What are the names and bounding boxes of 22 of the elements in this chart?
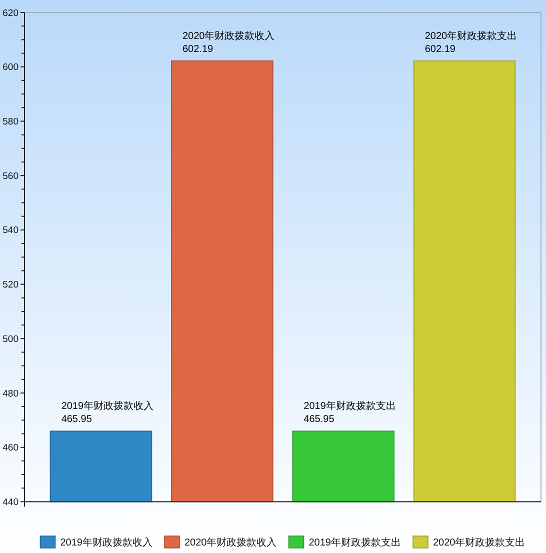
legend-label: 2020年财政拨款收入 xyxy=(184,536,277,548)
y-tick-label: 520 xyxy=(2,280,18,291)
y-tick-label: 480 xyxy=(2,388,18,400)
legend-label: 2020年财政拨款支出 xyxy=(432,536,526,548)
y-tick-label: 600 xyxy=(2,62,18,74)
y-tick-label: 500 xyxy=(2,334,18,345)
data-label: 602.19 xyxy=(182,44,214,55)
text: 2020年财政拨款支出 xyxy=(424,30,518,42)
text: 2020年财政拨款收入 xyxy=(182,30,275,42)
text: 2019年财政拨款收入 xyxy=(61,401,154,412)
y-tick-label: 440 xyxy=(2,497,18,508)
data-label: 602.19 xyxy=(424,44,456,55)
y-tick-label: 540 xyxy=(2,225,18,236)
data-label: 465.95 xyxy=(304,414,335,426)
legend-label: 2019年财政拨款支出 xyxy=(308,536,401,548)
y-tick-label: 620 xyxy=(2,8,18,19)
y-tick-label: 580 xyxy=(2,116,18,128)
legend-label: 2019年财政拨款收入 xyxy=(60,536,153,548)
data-label: 465.95 xyxy=(61,414,92,426)
y-tick-label: 460 xyxy=(2,442,18,454)
y-tick-label: 560 xyxy=(2,170,18,182)
text: 2019年财政拨款支出 xyxy=(304,401,396,412)
